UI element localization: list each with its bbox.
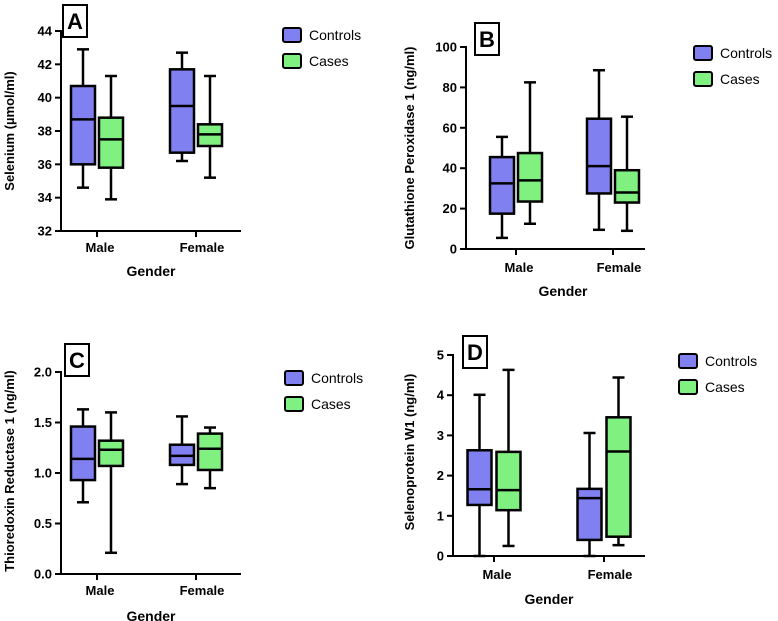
- box-controls-female: [585, 68, 613, 232]
- legend-swatch-cases: [678, 379, 698, 395]
- box-iqr: [495, 450, 522, 512]
- x-tick-label: Female: [588, 567, 633, 582]
- panel-label-box: [462, 335, 488, 369]
- box-iqr: [613, 168, 641, 204]
- box-controls-male: [69, 48, 97, 189]
- x-tick-label: Male: [86, 240, 115, 255]
- box-cases-male: [97, 74, 125, 201]
- x-tick-label: Male: [483, 567, 512, 582]
- x-tick-label: Male: [505, 260, 534, 275]
- box-controls-female: [168, 415, 196, 486]
- y-axis-title: Selenium (µmol/ml): [2, 71, 17, 190]
- y-tick-label: 44: [38, 24, 53, 39]
- x-tick-label: Female: [180, 583, 225, 598]
- y-tick-label: 0.5: [34, 516, 52, 531]
- box-controls-female: [576, 431, 603, 558]
- y-tick-label: 40: [38, 90, 52, 105]
- y-tick-label: 1.0: [34, 466, 52, 481]
- box-cases-male: [97, 411, 125, 555]
- y-tick-label: 1.5: [34, 415, 52, 430]
- legend-swatch-cases: [693, 71, 713, 87]
- y-tick-label: 32: [38, 224, 52, 239]
- legend-swatch-controls: [284, 370, 304, 386]
- box-controls-male: [488, 135, 516, 240]
- panel-d: D 0 1 2 3 4 5 Male Female Gender Selenoprotein W1 …: [402, 335, 757, 607]
- y-axis-title: Selenoprotein W1 (ng/ml): [402, 374, 417, 531]
- box-iqr: [605, 416, 632, 538]
- y-tick-label: 0: [450, 242, 457, 257]
- legend-swatch-cases: [282, 53, 302, 69]
- box-cases-female: [196, 426, 224, 490]
- box-iqr: [585, 117, 613, 195]
- x-axis-title: Gender: [538, 283, 588, 299]
- y-tick-label: 0: [437, 549, 444, 564]
- panel-label-box: [64, 343, 90, 377]
- y-tick-label: 5: [437, 348, 444, 363]
- panel-label: B: [479, 27, 495, 52]
- box-iqr: [466, 449, 493, 507]
- box-cases-male: [495, 368, 522, 548]
- box-cases-female: [196, 74, 224, 179]
- box-cases-female: [613, 115, 641, 233]
- panel-a: A 32 34 36 38 40 42 44 Male Female Gender Selenium …: [2, 4, 361, 279]
- box-controls-female: [168, 51, 196, 163]
- box-iqr: [168, 68, 196, 154]
- panel-label: D: [467, 340, 483, 365]
- legend-swatch-controls: [693, 45, 713, 61]
- legend-label-controls: Controls: [705, 353, 757, 369]
- panel-label-box: [474, 22, 500, 56]
- y-axis-title: Glutathione Peroxidase 1 (ng/ml): [402, 47, 417, 250]
- box-cases-male: [516, 81, 544, 225]
- box-iqr: [69, 425, 97, 482]
- y-tick-label: 0.0: [34, 567, 52, 582]
- y-tick-label: 60: [443, 120, 457, 135]
- y-tick-label: 38: [38, 124, 52, 139]
- y-tick-label: 20: [443, 201, 457, 216]
- y-tick-label: 36: [38, 157, 52, 172]
- x-axis-title: Gender: [126, 263, 176, 279]
- box-iqr: [516, 151, 544, 203]
- box-iqr: [97, 116, 125, 169]
- y-tick-label: 100: [435, 40, 457, 55]
- y-tick-label: 80: [443, 80, 457, 95]
- box-iqr: [488, 155, 516, 215]
- panel-label: C: [69, 348, 85, 373]
- y-tick-label: 4: [437, 388, 445, 403]
- box-iqr: [576, 487, 603, 542]
- y-tick-label: 3: [437, 428, 444, 443]
- panel-b: B 0 20 40 60 80 100 Male Female Gender Glutathione…: [402, 22, 772, 299]
- legend-label-cases: Cases: [720, 71, 760, 87]
- box-iqr: [196, 432, 224, 472]
- y-tick-label: 1: [437, 508, 444, 523]
- box-cases-female: [605, 376, 632, 547]
- y-tick-label: 40: [443, 161, 457, 176]
- legend-swatch-controls: [678, 353, 698, 369]
- x-tick-label: Female: [597, 260, 642, 275]
- box-controls-male: [69, 408, 97, 504]
- x-axis-title: Gender: [524, 591, 574, 607]
- y-tick-label: 2.0: [34, 365, 52, 380]
- panel-c: C 0.0 0.5 1.0 1.5 2.0 Male Female Gender Thioredo…: [2, 343, 363, 621]
- y-tick-label: 34: [38, 190, 53, 205]
- y-tick-label: 2: [437, 468, 444, 483]
- legend-label-controls: Controls: [311, 370, 363, 386]
- box-controls-male: [466, 393, 493, 558]
- legend-label-controls: Controls: [309, 27, 361, 43]
- x-tick-label: Female: [180, 240, 225, 255]
- x-tick-label: Male: [86, 583, 115, 598]
- legend-swatch-cases: [284, 396, 304, 412]
- legend-label-cases: Cases: [705, 379, 745, 395]
- legend-label-controls: Controls: [720, 45, 772, 61]
- panel-label-box: [62, 4, 88, 38]
- box-iqr: [97, 439, 125, 468]
- y-tick-label: 42: [38, 57, 52, 72]
- legend-label-cases: Cases: [309, 53, 349, 69]
- box-iqr: [69, 84, 97, 166]
- panel-label: A: [67, 9, 83, 34]
- x-axis-title: Gender: [126, 608, 176, 621]
- legend-label-cases: Cases: [311, 396, 351, 412]
- legend-swatch-controls: [282, 27, 302, 43]
- y-axis-title: Thioredoxin Reductase 1 (ng/ml): [2, 370, 17, 572]
